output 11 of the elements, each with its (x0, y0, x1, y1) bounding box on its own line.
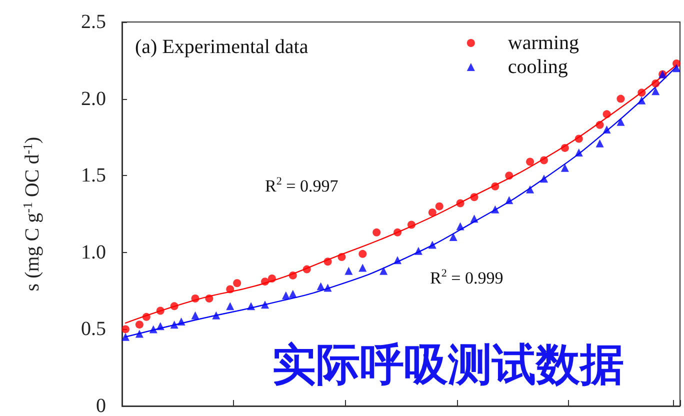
y-tick-label: 2.0 (81, 88, 106, 110)
annotation: 实际呼吸测试数据 (272, 340, 624, 390)
legend-label: warming (508, 32, 579, 54)
legend-label: cooling (508, 56, 568, 78)
y-axis-title: s (mg C g-1 OC d-1) (20, 136, 44, 292)
y-tick-label: 1.0 (81, 241, 106, 264)
text: (a) Experimental data (135, 36, 308, 58)
y-tick-label: 1.5 (81, 164, 106, 187)
y-tick-label: 2.5 (81, 11, 106, 33)
y-tick-label: 0 (96, 395, 106, 416)
y-tick-label: 0.5 (81, 318, 106, 340)
